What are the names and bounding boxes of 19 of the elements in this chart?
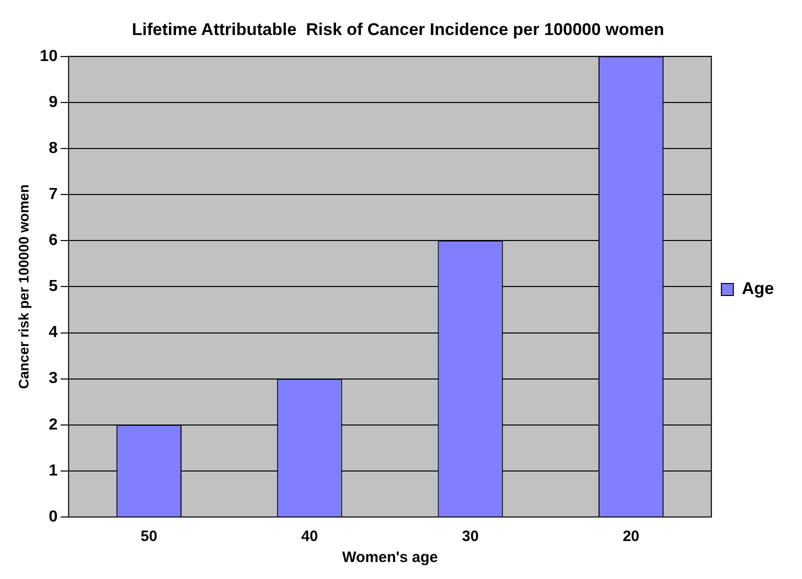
y-tick-label: 6 <box>48 232 58 250</box>
y-tick-label: 0 <box>48 508 58 526</box>
y-tick-label: 1 <box>48 462 58 480</box>
x-axis-title: Women's age <box>342 549 438 566</box>
y-tick-label: 10 <box>40 48 58 65</box>
y-tick-label: 2 <box>48 416 58 434</box>
x-tick-label: 50 <box>140 528 158 546</box>
y-tick-label: 3 <box>48 370 58 388</box>
y-tick-label: 4 <box>48 324 58 342</box>
x-tick-label: 30 <box>462 528 479 546</box>
y-tick-label: 5 <box>48 278 58 296</box>
x-tick-label: 20 <box>622 528 640 546</box>
y-tick-label: 7 <box>48 186 58 203</box>
y-tick-label: 9 <box>48 94 58 111</box>
x-tick-label: 40 <box>301 528 318 546</box>
y-tick-label: 8 <box>48 140 58 157</box>
legend-label: Age <box>742 279 774 298</box>
y-axis-title: Cancer risk per 100000 women <box>15 184 32 390</box>
chart-title: Lifetime Attributable Risk of Cancer Incidence per 100000 women <box>132 20 664 39</box>
